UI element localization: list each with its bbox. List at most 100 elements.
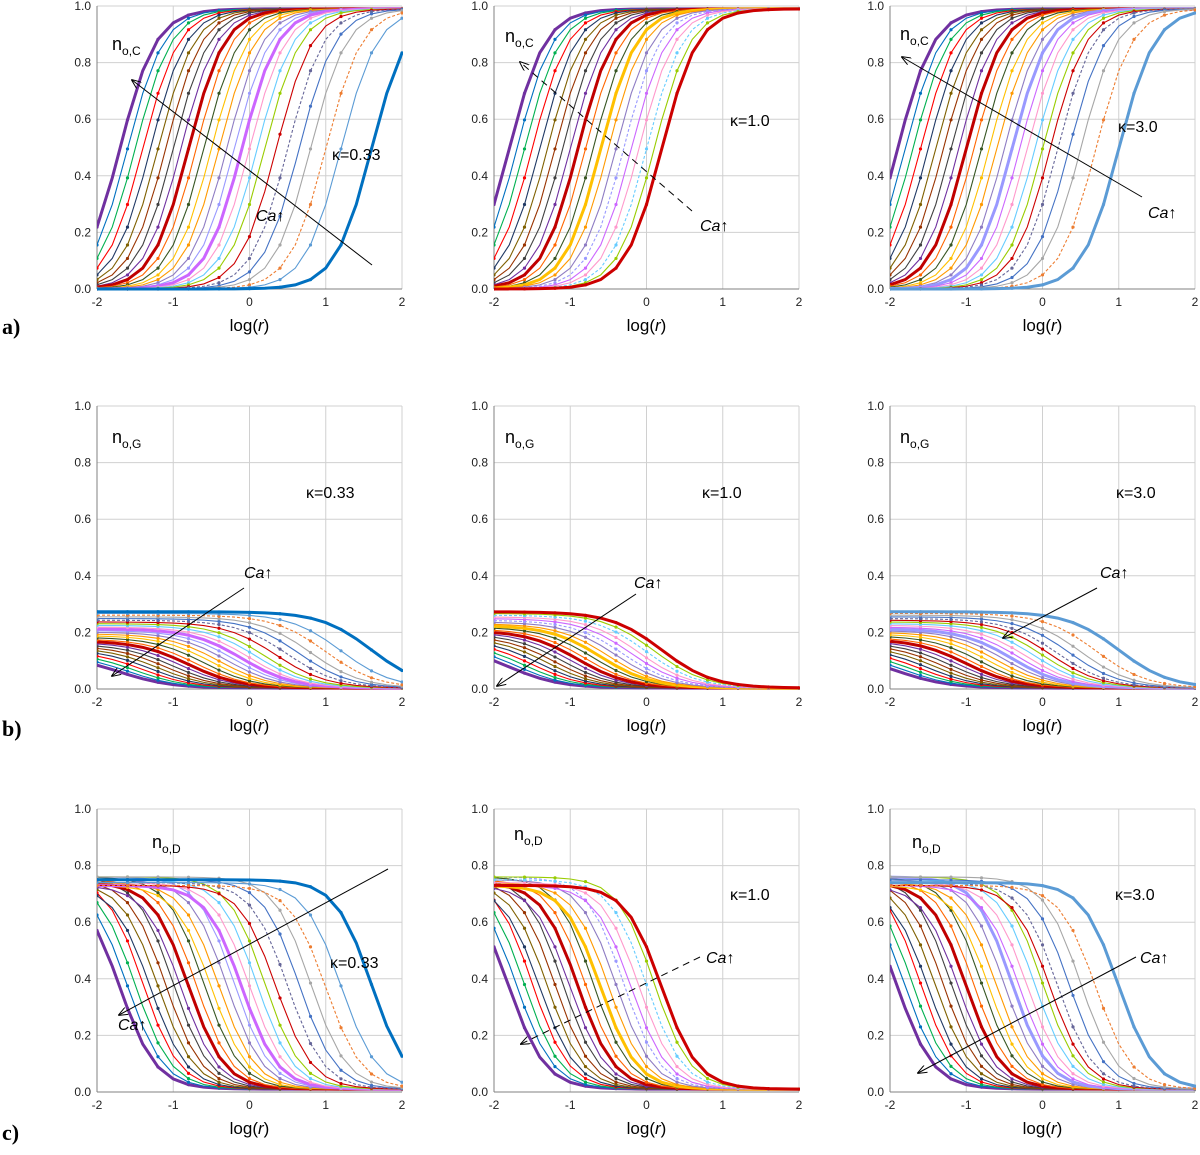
data-point xyxy=(186,277,191,282)
data-point xyxy=(308,243,313,247)
series-line xyxy=(97,619,403,688)
data-point xyxy=(494,647,496,651)
data-point xyxy=(675,69,679,73)
data-point xyxy=(308,1071,313,1075)
data-point xyxy=(278,16,282,20)
data-point xyxy=(494,644,496,648)
data-point xyxy=(125,894,130,898)
data-point xyxy=(1040,37,1045,41)
panel-c-3: 0.0 0.2 0.4 0.6 0.8 1.0 -2 -1 0 1 2 log(r) no,D κ=3.0… xyxy=(867,802,1198,1138)
y-tick-label: 0.0 xyxy=(74,1085,91,1099)
data-point xyxy=(979,964,984,968)
data-point xyxy=(1132,14,1136,19)
data-point xyxy=(890,202,892,207)
data-point xyxy=(308,1014,313,1018)
x-tick-label: 2 xyxy=(796,695,803,709)
y-quantity-label: no,C xyxy=(112,34,141,58)
data-point xyxy=(553,28,557,32)
data-point xyxy=(217,878,221,882)
data-point xyxy=(553,273,557,277)
data-point xyxy=(949,624,953,628)
data-point xyxy=(494,655,496,659)
data-point xyxy=(1040,668,1045,673)
data-point xyxy=(949,91,953,95)
x-tick-label: -2 xyxy=(489,695,500,709)
data-point xyxy=(522,886,527,891)
data-point xyxy=(156,662,160,666)
data-point xyxy=(553,1054,557,1058)
data-point xyxy=(979,622,984,627)
data-point xyxy=(186,1065,191,1069)
data-point xyxy=(247,921,252,926)
data-point xyxy=(278,1023,282,1027)
data-point xyxy=(156,256,160,261)
data-point xyxy=(644,671,649,675)
data-point xyxy=(979,118,984,122)
data-point xyxy=(1132,37,1136,41)
data-point xyxy=(400,683,403,687)
data-point xyxy=(278,678,282,682)
y-tick-label: 0.2 xyxy=(74,625,91,639)
data-point xyxy=(125,913,130,917)
ca-arrow-label: Ca↑ xyxy=(634,575,662,592)
x-axis-label: log(r) xyxy=(627,1119,667,1138)
data-point xyxy=(494,266,496,270)
data-point xyxy=(979,632,984,636)
data-point xyxy=(949,69,953,73)
data-point xyxy=(278,1041,282,1045)
data-point xyxy=(644,202,649,207)
data-point xyxy=(1010,679,1014,683)
data-point xyxy=(308,981,313,985)
data-point xyxy=(278,1080,282,1084)
data-point xyxy=(644,643,649,647)
data-point xyxy=(553,176,557,180)
data-point xyxy=(553,611,557,615)
data-point xyxy=(644,1040,649,1044)
data-point xyxy=(1101,654,1106,658)
data-point xyxy=(675,1072,679,1076)
data-point xyxy=(675,659,679,663)
data-point xyxy=(1132,681,1136,685)
data-point xyxy=(949,1072,953,1076)
data-point xyxy=(308,672,313,677)
data-point xyxy=(125,202,130,207)
data-point xyxy=(278,176,282,180)
data-point xyxy=(1162,28,1167,32)
data-point xyxy=(583,1080,588,1084)
y-tick-label: 0.0 xyxy=(74,282,91,296)
data-point xyxy=(583,623,588,627)
data-point xyxy=(156,91,160,95)
data-point xyxy=(553,118,557,122)
data-point xyxy=(1010,885,1014,889)
data-point xyxy=(308,650,313,655)
data-point xyxy=(614,653,618,657)
series-group xyxy=(890,7,1196,291)
data-point xyxy=(1132,21,1136,25)
data-point xyxy=(247,886,252,891)
data-point xyxy=(217,256,221,261)
data-point xyxy=(644,28,649,32)
data-point xyxy=(247,631,252,635)
data-point xyxy=(186,677,191,681)
data-point xyxy=(1071,633,1075,637)
data-point xyxy=(614,641,618,645)
data-point xyxy=(979,660,984,664)
data-point xyxy=(583,886,588,891)
data-point xyxy=(217,668,221,672)
data-point xyxy=(1010,677,1014,681)
ca-arrow-label: Ca↑ xyxy=(1140,950,1168,967)
data-point xyxy=(583,619,588,623)
y-tick-label: 0.8 xyxy=(867,456,884,470)
data-point xyxy=(1040,1080,1045,1084)
row-label-b: b) xyxy=(2,716,22,741)
data-point xyxy=(1162,681,1167,686)
data-point xyxy=(644,637,649,641)
data-point xyxy=(156,650,160,654)
data-point xyxy=(1010,28,1014,32)
data-point xyxy=(186,176,191,180)
data-point xyxy=(949,37,953,41)
data-point xyxy=(186,627,191,631)
data-point xyxy=(583,176,588,180)
data-point xyxy=(156,287,160,291)
data-point xyxy=(217,644,221,648)
